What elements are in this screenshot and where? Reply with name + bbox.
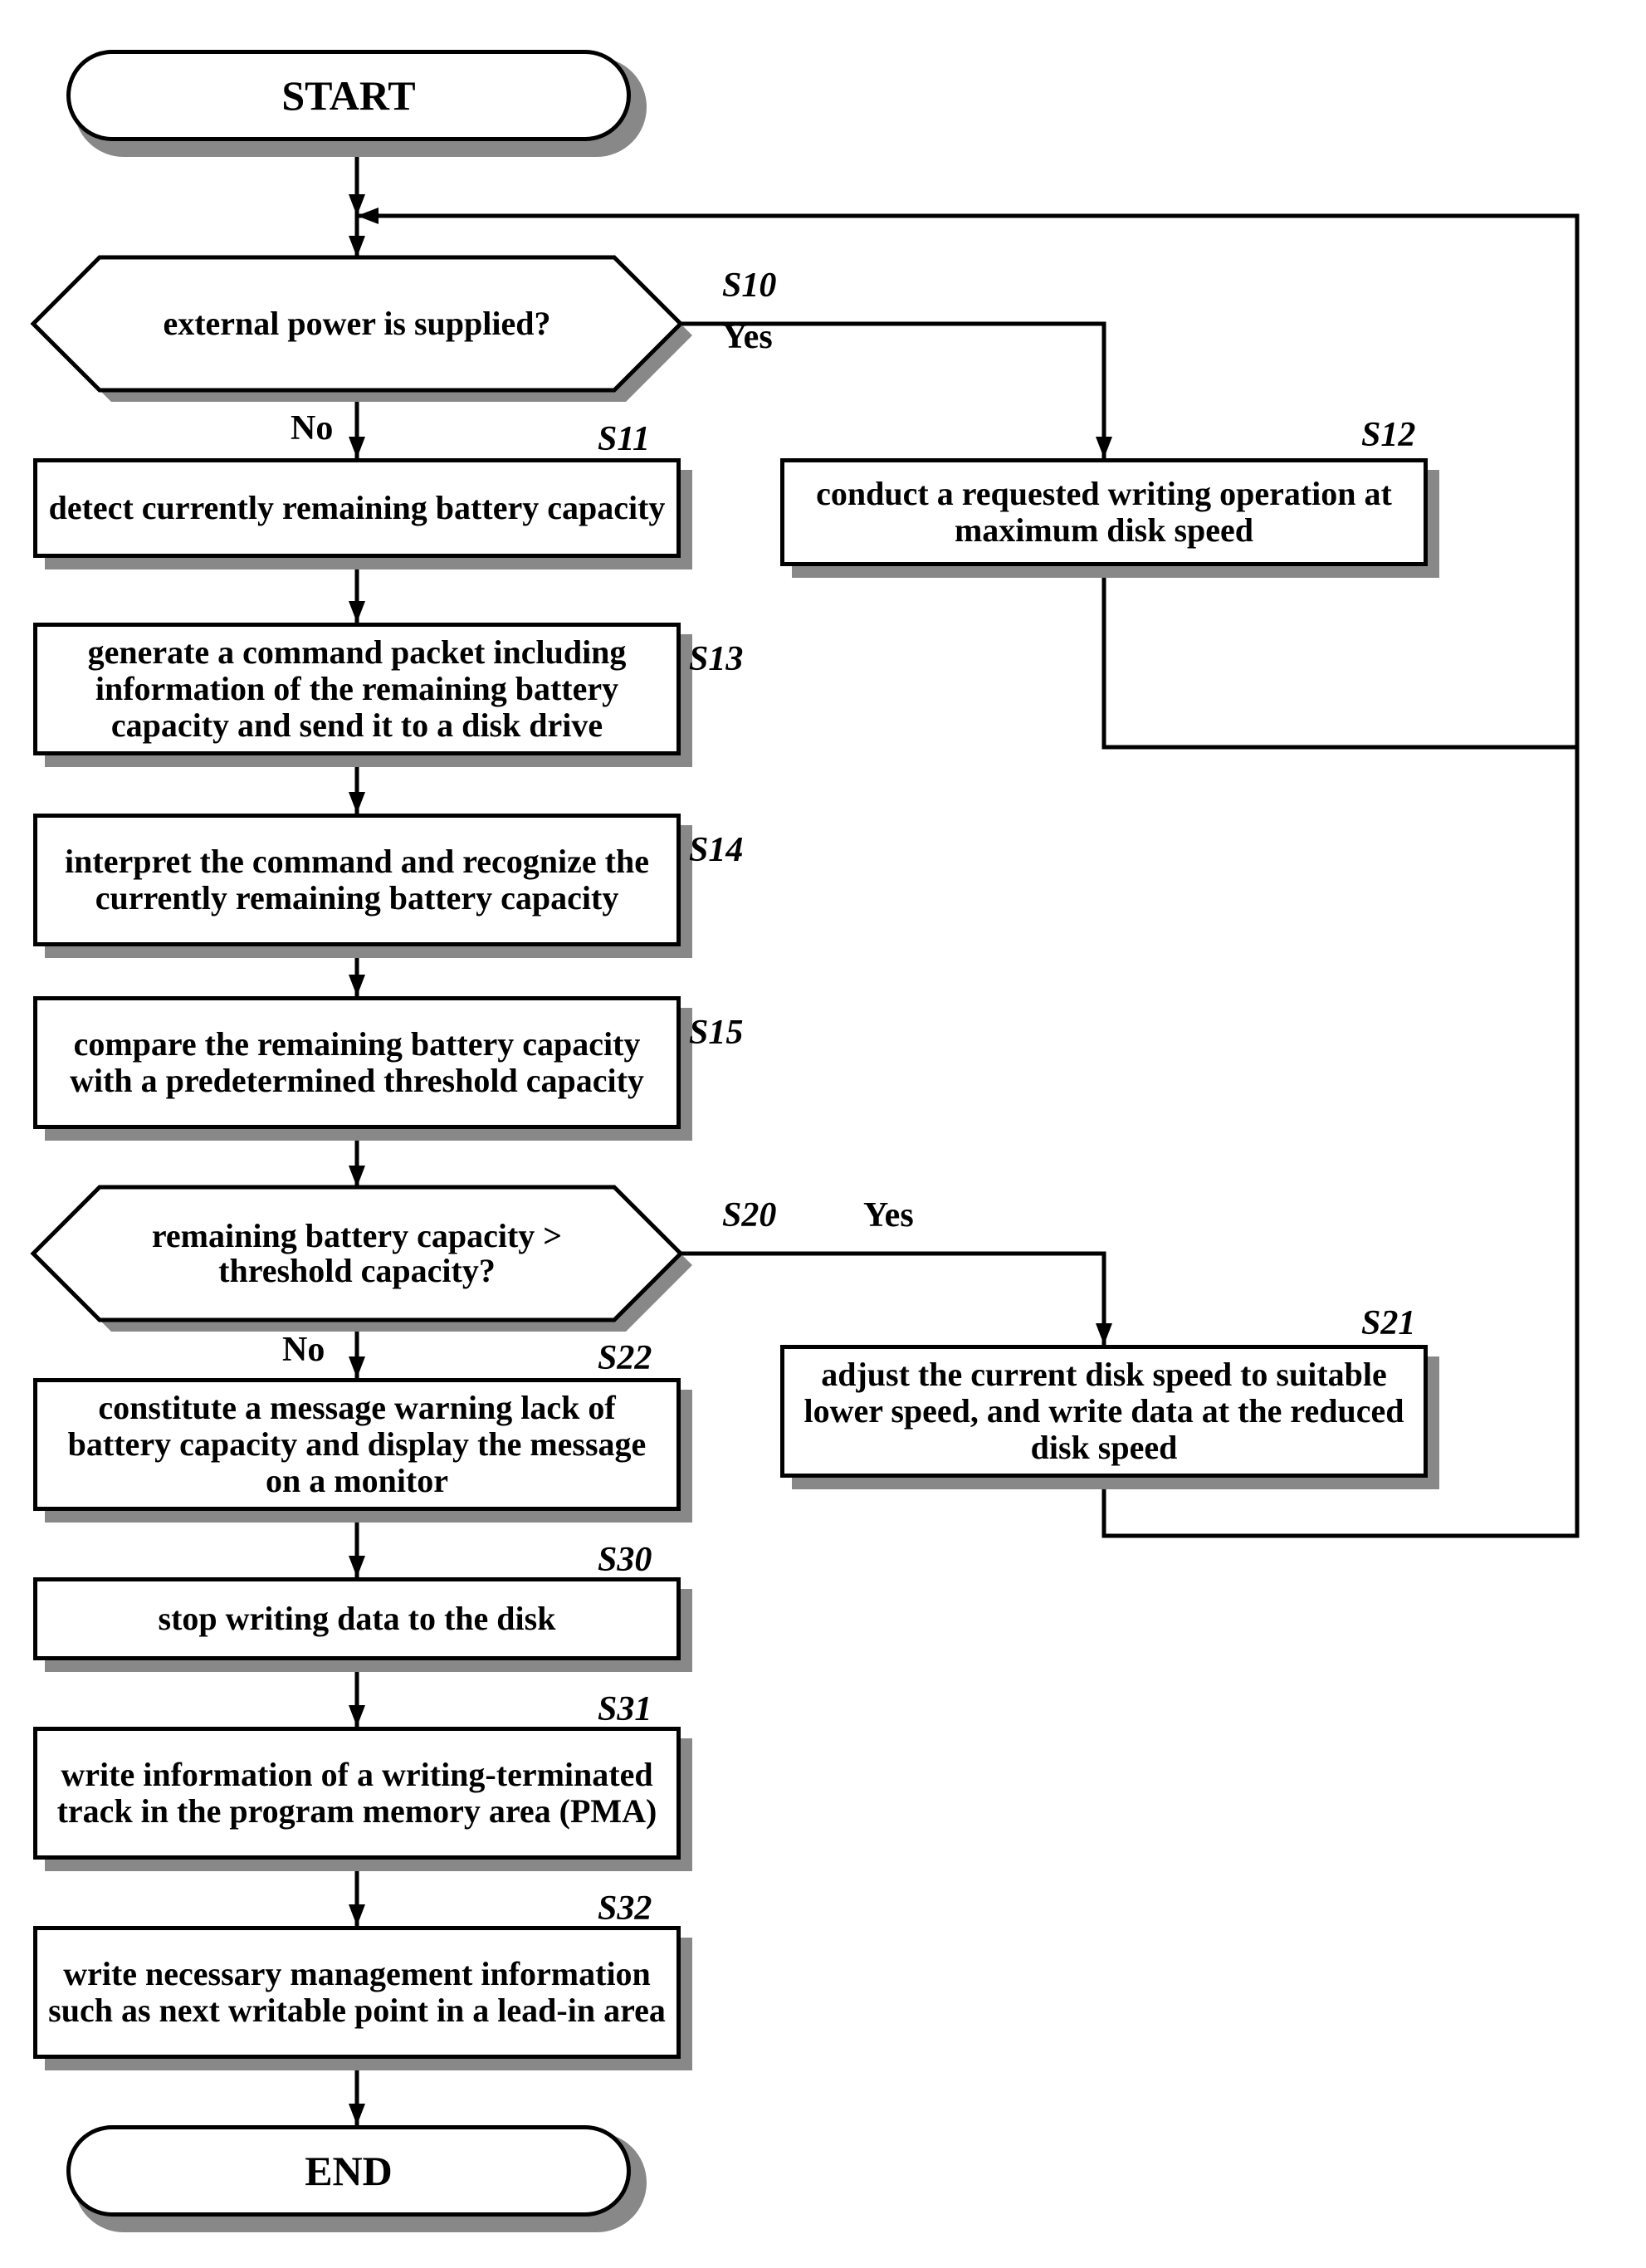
process-box: generate a command packet including info… bbox=[33, 623, 681, 755]
process-p21: adjust the current disk speed to suitabl… bbox=[780, 1345, 1428, 1478]
step-label-S11: S11 bbox=[598, 419, 650, 459]
decision-d20: remaining battery capacity > threshold c… bbox=[33, 1187, 681, 1320]
process-p11: detect currently remaining battery capac… bbox=[33, 458, 681, 558]
process-p22: constitute a message warning lack of bat… bbox=[33, 1378, 681, 1511]
edge-label-s10_yes: Yes bbox=[722, 317, 773, 357]
step-label-S15: S15 bbox=[689, 1013, 743, 1053]
process-p15: compare the remaining battery capacity w… bbox=[33, 996, 681, 1129]
decision-text: remaining battery capacity > threshold c… bbox=[108, 1219, 606, 1288]
step-label-S12: S12 bbox=[1361, 415, 1415, 455]
decision-d10: external power is supplied? bbox=[33, 257, 681, 390]
process-box: write information of a writing-terminate… bbox=[33, 1727, 681, 1860]
step-label-S21: S21 bbox=[1361, 1303, 1415, 1343]
process-text: write information of a writing-terminate… bbox=[47, 1757, 667, 1830]
step-label-S30: S30 bbox=[598, 1540, 652, 1580]
process-box: compare the remaining battery capacity w… bbox=[33, 996, 681, 1129]
decision-text: external power is supplied? bbox=[163, 306, 550, 341]
process-p14: interpret the command and recognize the … bbox=[33, 814, 681, 946]
step-label-S10: S10 bbox=[722, 266, 776, 305]
decision-text-wrap: external power is supplied? bbox=[33, 257, 681, 390]
terminator-end: END bbox=[66, 2125, 631, 2217]
process-text: generate a command packet including info… bbox=[47, 634, 667, 744]
step-label-S22: S22 bbox=[598, 1338, 652, 1378]
process-text: detect currently remaining battery capac… bbox=[49, 490, 666, 526]
process-p30: stop writing data to the disk bbox=[33, 1577, 681, 1660]
process-box: write necessary management information s… bbox=[33, 1926, 681, 2059]
process-text: compare the remaining battery capacity w… bbox=[47, 1026, 667, 1099]
step-label-S14: S14 bbox=[689, 830, 743, 870]
process-p32: write necessary management information s… bbox=[33, 1926, 681, 2059]
step-label-S20: S20 bbox=[722, 1195, 776, 1235]
flowchart-canvas: START external power is supplied? detect c… bbox=[0, 0, 1646, 2268]
process-box: constitute a message warning lack of bat… bbox=[33, 1378, 681, 1511]
terminator-text: END bbox=[305, 2147, 393, 2195]
process-text: write necessary management information s… bbox=[47, 1956, 667, 2029]
step-label-S13: S13 bbox=[689, 639, 743, 679]
process-text: stop writing data to the disk bbox=[159, 1601, 556, 1637]
process-p12: conduct a requested writing operation at… bbox=[780, 458, 1428, 566]
process-p13: generate a command packet including info… bbox=[33, 623, 681, 755]
process-box: interpret the command and recognize the … bbox=[33, 814, 681, 946]
process-p31: write information of a writing-terminate… bbox=[33, 1727, 681, 1860]
process-text: conduct a requested writing operation at… bbox=[794, 476, 1414, 549]
process-text: interpret the command and recognize the … bbox=[47, 843, 667, 916]
terminator-start: START bbox=[66, 50, 631, 141]
step-label-S31: S31 bbox=[598, 1689, 652, 1729]
process-box: detect currently remaining battery capac… bbox=[33, 458, 681, 558]
edge-label-s20_yes: Yes bbox=[863, 1195, 914, 1235]
edge-label-s20_no: No bbox=[282, 1330, 325, 1370]
terminator-text: START bbox=[281, 71, 415, 120]
decision-text-wrap: remaining battery capacity > threshold c… bbox=[33, 1187, 681, 1320]
process-box: adjust the current disk speed to suitabl… bbox=[780, 1345, 1428, 1478]
process-box: conduct a requested writing operation at… bbox=[780, 458, 1428, 566]
edge-label-s10_no: No bbox=[291, 408, 333, 448]
process-text: constitute a message warning lack of bat… bbox=[47, 1390, 667, 1499]
step-label-S32: S32 bbox=[598, 1889, 652, 1928]
process-box: stop writing data to the disk bbox=[33, 1577, 681, 1660]
process-text: adjust the current disk speed to suitabl… bbox=[794, 1356, 1414, 1466]
